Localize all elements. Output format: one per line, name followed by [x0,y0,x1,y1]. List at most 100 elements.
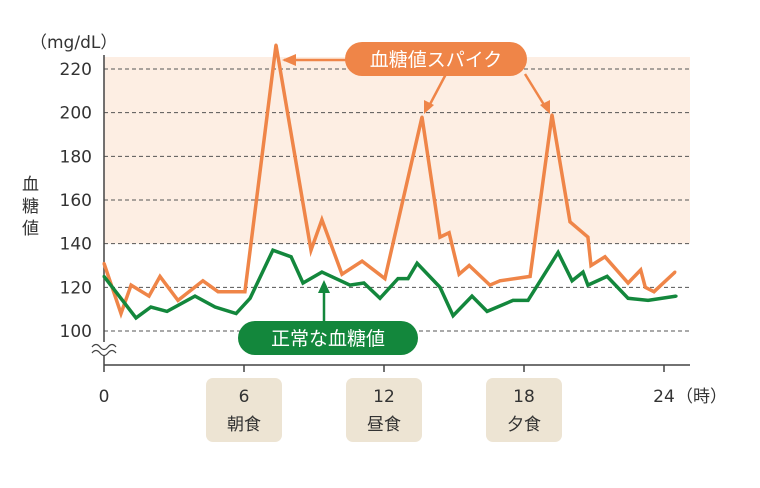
data-point [643,285,647,289]
data-point [589,264,593,267]
data-point [102,274,106,278]
data-point [581,270,585,274]
data-point [149,305,153,309]
data-point [498,279,502,283]
y-axis-title-char: 値 [22,219,39,239]
meal-box [206,378,282,442]
data-point [406,277,410,281]
data-point [213,305,217,309]
data-point [348,283,352,287]
spike-label: 血糖値スパイク [370,49,503,71]
x-tick-label: 24 [653,387,675,407]
series-lines [102,43,678,321]
data-point [165,309,169,313]
y-tick-label: 180 [60,147,92,167]
data-point [301,281,305,285]
normal-callout: 正常な血糖値 [238,280,418,355]
data-point [383,277,387,281]
data-point [320,270,324,274]
data-point [201,279,205,283]
data-point [129,283,133,287]
data-point [248,296,252,300]
data-point [626,296,630,300]
data-point [451,314,455,318]
data-point [556,250,560,254]
data-point [147,294,151,298]
data-point [626,281,630,285]
data-point [234,312,238,316]
data-point [438,285,442,289]
y-tick-label: 140 [60,235,92,255]
x-tick-label: 18 [513,387,535,407]
y-tick-labels: 100 120 140 160 180 200 220 [60,60,92,342]
data-point [646,298,650,302]
data-point [340,272,344,276]
data-point [420,115,424,119]
data-point [360,259,364,263]
data-point [467,264,471,267]
y-tick-label: 100 [60,322,92,342]
data-point [570,279,574,283]
data-point [447,231,451,235]
y-tick-label: 120 [60,278,92,298]
data-point [528,274,532,278]
meal-box [346,378,422,442]
x-ticks: 0 朝食 6 昼食 12 夕食 18 24 （時） [99,365,727,442]
data-point [134,316,138,320]
data-point [362,281,366,285]
data-point [320,218,324,222]
data-point [289,255,293,259]
data-point [193,294,197,298]
y-axis-title: 血 糖 値 [22,175,39,239]
data-point [216,290,220,294]
data-point [470,294,474,298]
data-point [603,255,607,259]
data-point [639,268,643,272]
data-point [586,283,590,287]
data-point [586,235,590,239]
x-tick-label: 0 [99,387,110,407]
y-axis-title-char: 糖 [22,197,39,217]
data-point [102,261,106,265]
meal-label: 昼食 [367,415,401,435]
data-point [271,248,275,252]
data-point [176,298,180,302]
meal-label: 朝食 [227,415,261,435]
data-point [674,294,678,298]
y-axis-title-char: 血 [22,175,39,195]
data-point [309,248,313,252]
normal-label: 正常な血糖値 [271,328,385,350]
axis-break-icon [91,342,117,357]
data-point [526,298,530,302]
data-point [488,283,492,287]
y-tick-label: 160 [60,191,92,211]
data-point [396,277,400,281]
spike-callout: 血糖値スパイク [282,42,550,114]
meal-label: 夕食 [507,415,541,435]
x-unit-label: （時） [676,387,727,407]
data-point [605,274,609,278]
y-tick-label: 200 [60,104,92,124]
data-point [415,261,419,265]
x-tick-label: 12 [373,387,395,407]
y-unit-label: （mg/dL） [30,33,117,53]
data-point [673,270,677,274]
data-point [119,312,123,316]
series-line-normal [102,248,677,321]
spike-zone-shading [104,57,690,244]
data-point [485,309,489,313]
data-point [511,298,515,302]
data-point [243,290,247,294]
data-point [274,43,278,47]
data-point [550,113,554,117]
meal-box [486,378,562,442]
data-point [652,290,656,294]
data-point [438,235,442,239]
data-point [457,272,461,276]
data-point [378,296,382,300]
x-tick-label: 6 [239,387,250,407]
data-point [158,274,162,278]
y-tick-label: 220 [60,60,92,80]
data-point [568,220,572,224]
